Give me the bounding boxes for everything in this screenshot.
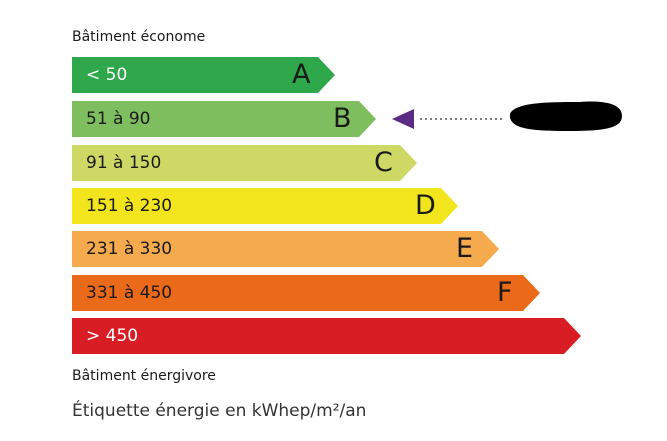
redacted-label [509,101,622,131]
bar-shape [72,145,417,181]
class-letter: F [497,277,513,308]
energy-class-b: 51 à 90 B [72,101,376,137]
class-range: < 50 [86,65,128,85]
caption: Étiquette énergie en kWhep/m²/an [72,401,367,421]
bar-shape [72,188,458,224]
energy-class-c: 91 à 150 C [72,145,417,181]
class-letter: D [415,190,436,221]
class-letter: C [374,147,393,178]
class-range: 331 à 450 [86,283,173,303]
energy-class-a: < 50 A [72,57,335,93]
bar-shape [72,231,499,267]
footer-label: Bâtiment énergivore [72,368,216,384]
energy-class-f: 331 à 450 F [72,275,540,311]
bar-shape [72,57,335,93]
energy-class-d: 151 à 230 D [72,188,458,224]
bar-shape [72,101,376,137]
arrow-left-icon [392,109,414,129]
class-range: 151 à 230 [86,196,173,216]
class-range: > 450 [86,326,139,346]
bar-shape [72,275,540,311]
class-range: 91 à 150 [86,153,162,173]
class-letter: A [292,59,311,90]
class-range: 51 à 90 [86,109,151,129]
class-range: 231 à 330 [86,239,173,259]
energy-class-e: 231 à 330 E [72,231,499,267]
header-label: Bâtiment économe [72,29,206,45]
class-letter: B [333,103,352,134]
energy-class-g: > 450 [72,318,581,354]
bar-shape [72,318,581,354]
rating-indicator [392,101,622,131]
class-letter: E [456,233,474,264]
